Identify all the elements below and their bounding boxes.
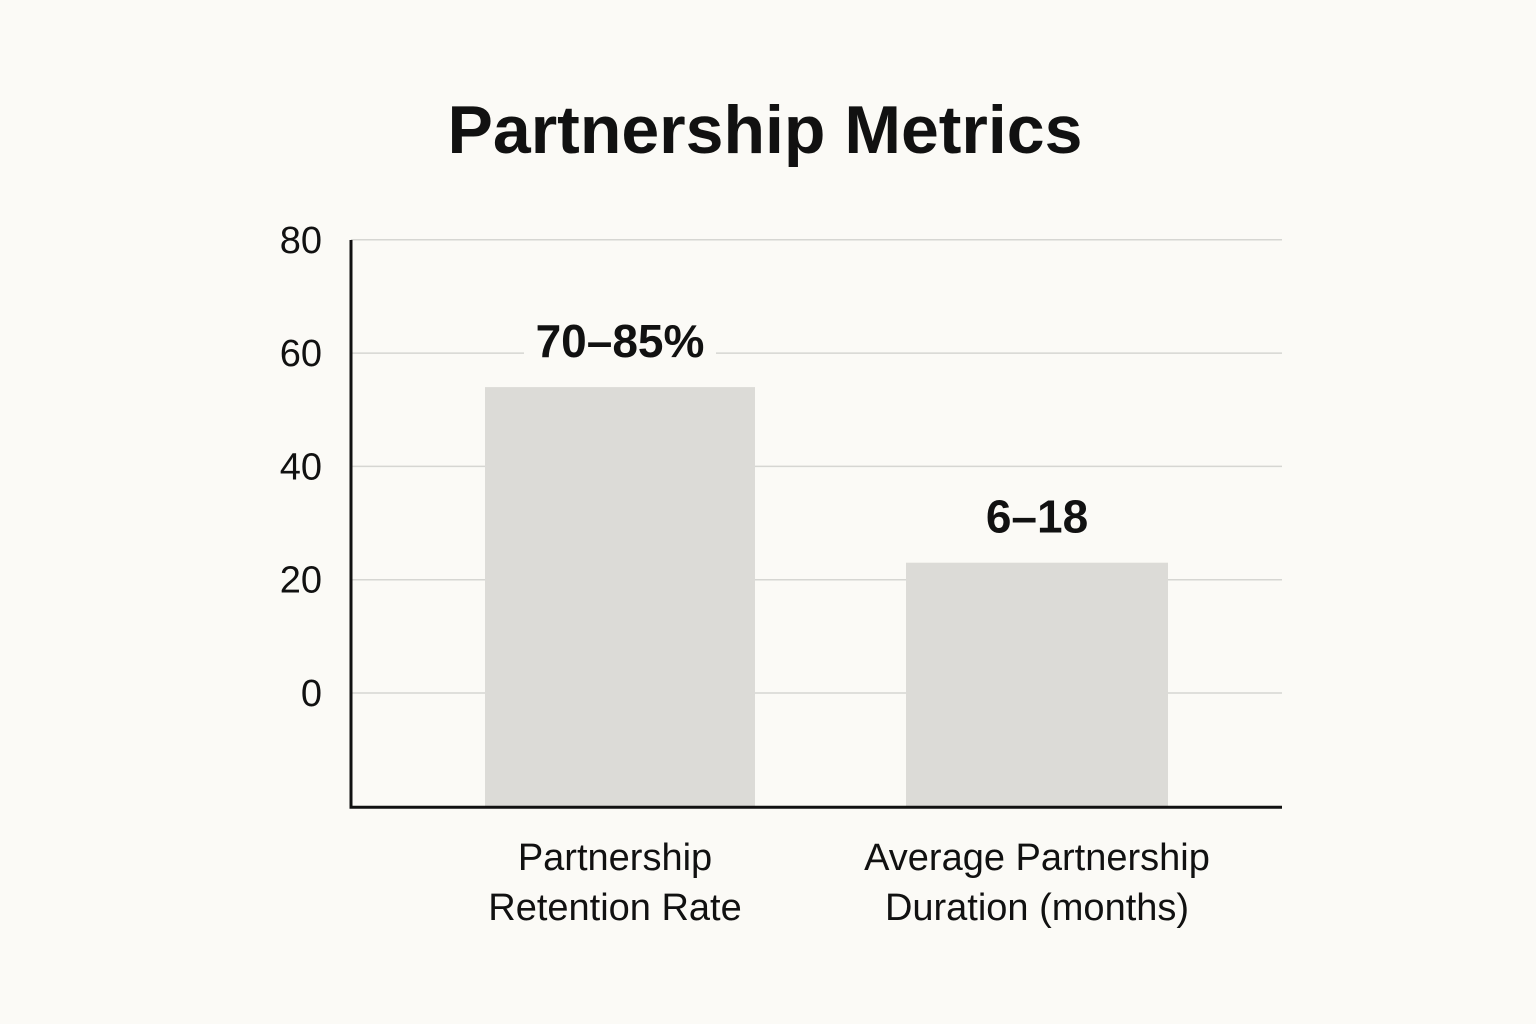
category-label: Duration (months) bbox=[885, 887, 1189, 929]
category-label: Partnership bbox=[518, 837, 712, 879]
category-label: Average Partnership bbox=[864, 837, 1210, 879]
data-label-background bbox=[524, 315, 716, 372]
y-tick-labels: 0 20 40 60 80 bbox=[280, 220, 322, 715]
data-labels: 70–85% 6–18 bbox=[524, 315, 1106, 547]
y-tick-label: 20 bbox=[280, 560, 322, 602]
y-tick-label: 60 bbox=[280, 333, 322, 375]
bar bbox=[485, 387, 755, 808]
data-label-background bbox=[968, 490, 1106, 547]
bar bbox=[906, 562, 1168, 808]
category-label: Retention Rate bbox=[488, 887, 742, 929]
data-label: 6–18 bbox=[986, 491, 1088, 543]
y-tick-label: 80 bbox=[280, 220, 322, 262]
bars bbox=[485, 387, 1168, 808]
y-tick-label: 0 bbox=[301, 673, 322, 715]
category-labels: Partnership Retention Rate Average Partner… bbox=[488, 837, 1210, 929]
y-tick-label: 40 bbox=[280, 446, 322, 488]
data-label: 70–85% bbox=[536, 315, 705, 367]
axes bbox=[349, 240, 1282, 809]
chart-title: Partnership Metrics bbox=[448, 92, 1083, 168]
